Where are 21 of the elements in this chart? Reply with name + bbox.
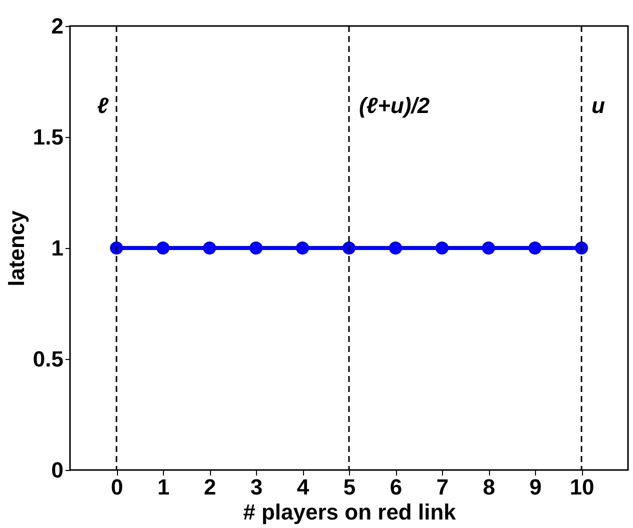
x-tick-label: 6 <box>390 474 402 500</box>
x-tick-label: 9 <box>529 474 542 500</box>
x-tick-label: 5 <box>343 474 356 500</box>
x-tick-label: 10 <box>570 474 594 500</box>
y-tick-label: 0 <box>51 458 64 482</box>
y-axis-title: latency <box>4 210 29 286</box>
x-tick-label: 1 <box>157 474 170 500</box>
x-axis-title: # players on red link <box>243 500 457 524</box>
y-tick-label: 1.5 <box>32 124 64 150</box>
y-tick-label: 0.5 <box>32 346 64 372</box>
x-tick-label: 3 <box>250 474 263 500</box>
x-tick-label: 7 <box>436 474 449 500</box>
x-tick-label: 4 <box>296 474 310 500</box>
ref-line-label: (ℓ+u)/2 <box>359 93 430 118</box>
ref-line-label: ℓ <box>97 93 110 118</box>
x-tick-label: 0 <box>110 474 124 500</box>
y-tick-label: 1 <box>51 236 64 260</box>
ref-line-label: u <box>592 93 606 118</box>
y-tick-label: 2 <box>51 14 64 38</box>
x-tick-label: 2 <box>204 474 216 500</box>
x-tick-label: 8 <box>482 474 496 500</box>
